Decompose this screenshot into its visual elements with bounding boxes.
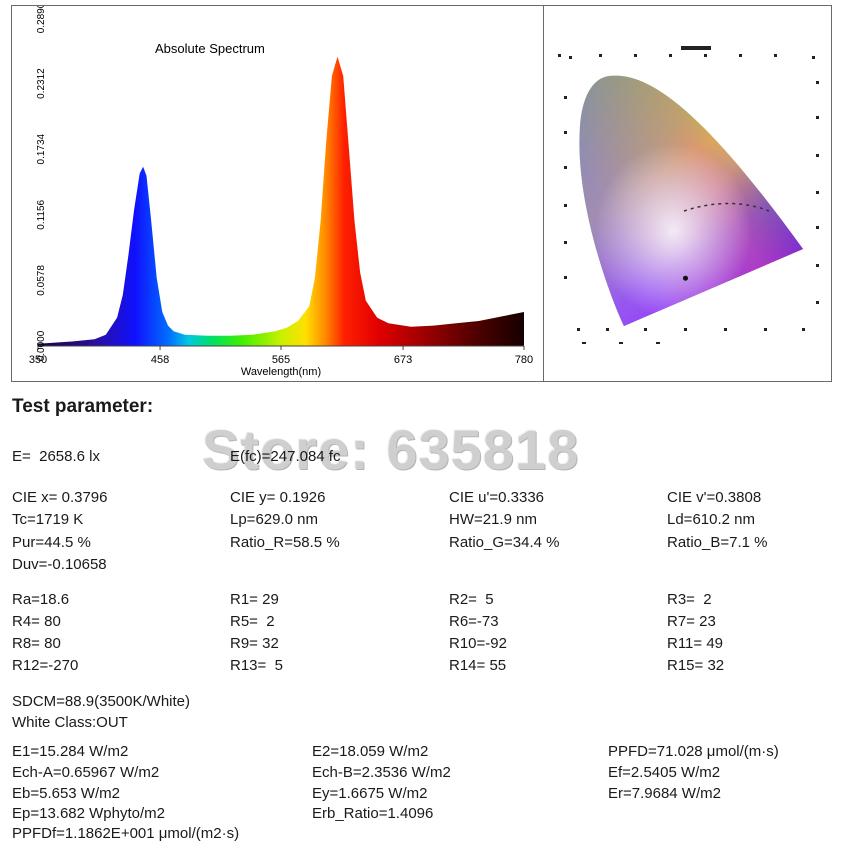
x-ticks: 350 458 565 673 780 <box>29 346 533 366</box>
param-r5: R5= 2 <box>230 613 275 630</box>
x-tick-label: 673 <box>394 354 412 366</box>
param-footcandle: E(fc)=247.084 fc <box>230 448 341 465</box>
cie-frame-marks <box>558 46 819 344</box>
param-ef: Ef=2.5405 W/m2 <box>608 764 721 781</box>
param-r14: R14= 55 <box>449 657 507 674</box>
param-tc: Tc=1719 K <box>12 511 84 528</box>
panel-divider <box>543 6 544 381</box>
x-tick-label: 350 <box>29 354 47 366</box>
param-ech-a: Ech-A=0.65967 W/m2 <box>12 764 160 781</box>
param-lp: Lp=629.0 nm <box>230 511 318 528</box>
y-tick-label: 0.1734 <box>36 133 47 164</box>
param-r6: R6=-73 <box>449 613 499 630</box>
param-r15: R15= 32 <box>667 657 725 674</box>
cie-horseshoe <box>579 75 803 326</box>
param-r1: R1= 29 <box>230 591 279 608</box>
param-eb: Eb=5.653 W/m2 <box>12 785 120 802</box>
x-axis-label: Wavelength(nm) <box>241 366 321 378</box>
param-e1: E1=15.284 W/m2 <box>12 743 129 760</box>
test-parameter-title: Test parameter: <box>12 396 154 417</box>
param-ra: Ra=18.6 <box>12 591 70 608</box>
chromaticity-point <box>683 275 688 281</box>
param-r7: R7= 23 <box>667 613 716 630</box>
param-ppfdf: PPFDf=1.1862E+001 μmol/(m2·s) <box>12 825 240 842</box>
param-ppfd: PPFD=71.028 μmol/(m·s) <box>608 743 779 760</box>
x-tick-label: 458 <box>151 354 169 366</box>
param-cie-v: CIE v'=0.3808 <box>667 489 762 506</box>
x-tick-label: 565 <box>272 354 290 366</box>
param-ep: Ep=13.682 Wphyto/m2 <box>12 805 166 822</box>
param-hw: HW=21.9 nm <box>449 511 537 528</box>
param-r13: R13= 5 <box>230 657 283 674</box>
spectrum-chart: Absolute Spectrum 350 458 565 673 780 0.0000… <box>29 6 533 378</box>
param-r3: R3= 2 <box>667 591 712 608</box>
param-ratio-r: Ratio_R=58.5 % <box>230 534 340 551</box>
param-ech-b: Ech-B=2.3536 W/m2 <box>312 764 451 781</box>
param-r9: R9= 32 <box>230 635 279 652</box>
y-tick-label: 0.0578 <box>36 265 47 296</box>
param-r10: R10=-92 <box>449 635 507 652</box>
y-tick-label: 0.1156 <box>36 199 47 229</box>
param-r8: R8= 80 <box>12 635 61 652</box>
param-cie-x: CIE x= 0.3796 <box>12 489 108 506</box>
spectrum-area <box>38 56 524 346</box>
y-tick-label: 0.0000 <box>36 330 47 361</box>
param-r2: R2= 5 <box>449 591 494 608</box>
param-ratio-g: Ratio_G=34.4 % <box>449 534 560 551</box>
param-ratio-b: Ratio_B=7.1 % <box>667 534 768 551</box>
param-sdcm: SDCM=88.9(3500K/White) <box>12 693 190 710</box>
param-ey: Ey=1.6675 W/m2 <box>312 785 428 802</box>
param-erb-ratio: Erb_Ratio=1.4096 <box>312 805 434 822</box>
x-tick-label: 780 <box>515 354 533 366</box>
param-illuminance: E= 2658.6 lx <box>12 448 100 465</box>
param-r11: R11= 49 <box>667 635 724 652</box>
spectrum-panel: Absolute Spectrum 350 458 565 673 780 0.0000… <box>11 5 832 382</box>
param-r12: R12=-270 <box>12 657 79 674</box>
param-white-class: White Class:OUT <box>12 714 128 731</box>
cie-diagram <box>558 46 819 344</box>
param-duv: Duv=-0.10658 <box>12 556 107 573</box>
y-tick-label: 0.2312 <box>36 68 47 99</box>
chart-title: Absolute Spectrum <box>155 41 265 56</box>
param-er: Er=7.9684 W/m2 <box>608 785 721 802</box>
y-ticks: 0.0000 0.0578 0.1156 0.1734 0.2312 0.2890 <box>36 6 47 361</box>
store-watermark: Store: 635818 <box>202 418 580 481</box>
param-cie-y: CIE y= 0.1926 <box>230 489 326 506</box>
param-r4: R4= 80 <box>12 613 61 630</box>
param-cie-u: CIE u'=0.3336 <box>449 489 545 506</box>
param-ld: Ld=610.2 nm <box>667 511 755 528</box>
planckian-locus <box>683 202 770 212</box>
y-tick-label: 0.2890 <box>36 6 47 33</box>
param-pur: Pur=44.5 % <box>12 534 91 551</box>
param-e2: E2=18.059 W/m2 <box>312 743 429 760</box>
